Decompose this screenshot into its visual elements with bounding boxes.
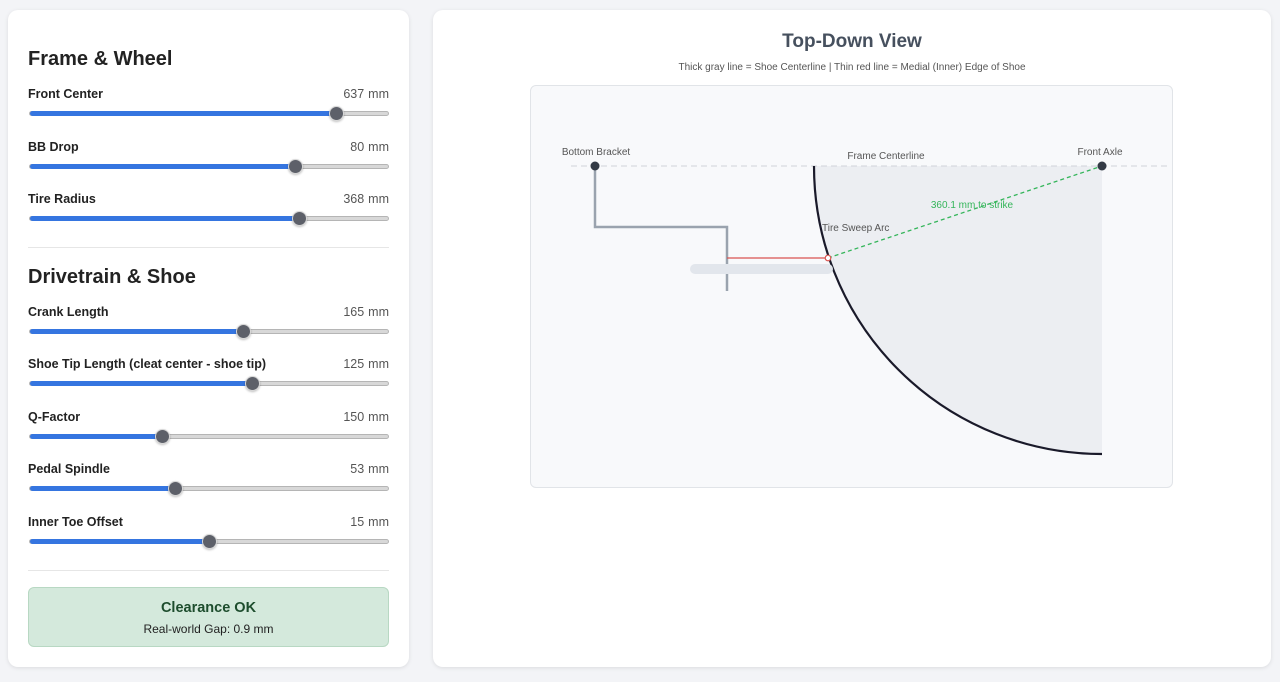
q-factor-value: 150 mm <box>343 410 389 424</box>
pedal-spindle-label: Pedal Spindle <box>28 462 110 476</box>
q-factor-slider[interactable] <box>29 429 389 444</box>
frame-centerline-label: Frame Centerline <box>847 151 925 162</box>
clearance-gap-text: Real-world Gap: 0.9 mm <box>143 622 274 636</box>
tire-radius-slider[interactable] <box>29 211 389 226</box>
crank-length-label: Crank Length <box>28 305 109 319</box>
pedal-spindle-slider-thumb[interactable] <box>167 481 183 496</box>
frame-wheel-heading: Frame & Wheel <box>28 48 173 70</box>
clearance-status-box: Clearance OK Real-world Gap: 0.9 mm <box>28 587 389 647</box>
slider-row-shoe-tip-length: Shoe Tip Length (cleat center - shoe tip… <box>28 356 389 391</box>
slider-row-tire-radius: Tire Radius 368 mm <box>28 191 389 226</box>
strike-distance-label: 360.1 mm to strike <box>931 200 1014 211</box>
inner-toe-offset-slider-thumb[interactable] <box>202 534 217 549</box>
section-divider <box>28 247 389 248</box>
view-panel: Top-Down View Thick gray line = Shoe Cen… <box>433 10 1271 667</box>
front-center-slider[interactable] <box>29 106 389 121</box>
tire-sweep-arc <box>812 165 1103 456</box>
crank-length-slider-thumb[interactable] <box>236 324 251 339</box>
inner-toe-offset-value: 15 mm <box>350 515 389 529</box>
pedal-spindle-value: 53 mm <box>350 462 389 476</box>
diagram-canvas: Bottom Bracket Frame Centerline Front Ax… <box>562 147 1171 456</box>
tire-sweep-area <box>814 166 1102 454</box>
crank-length-slider[interactable] <box>29 324 389 339</box>
strike-distance-line <box>827 165 1103 259</box>
front-center-slider-thumb[interactable] <box>329 106 345 121</box>
inner-toe-offset-label: Inner Toe Offset <box>28 515 123 529</box>
tire-sweep-arc-label: Tire Sweep Arc <box>822 223 889 234</box>
front-axle-point <box>1097 161 1107 171</box>
front-center-value: 637 mm <box>343 87 389 101</box>
bottom-bracket-point <box>590 161 600 171</box>
controls-panel: Frame & Wheel Front Center 637 mm BB Drop… <box>8 10 409 667</box>
bb-drop-label: BB Drop <box>28 140 79 154</box>
tire-radius-value: 368 mm <box>343 192 389 206</box>
shoe-tip-length-label: Shoe Tip Length (cleat center - shoe tip… <box>28 357 266 371</box>
strike-point <box>824 254 832 262</box>
tire-radius-slider-thumb[interactable] <box>291 211 307 226</box>
slider-row-front-center: Front Center 637 mm <box>28 86 389 121</box>
crank-arm-path <box>593 166 729 291</box>
slider-row-inner-toe-offset: Inner Toe Offset 15 mm <box>28 514 389 549</box>
q-factor-slider-thumb[interactable] <box>155 429 171 444</box>
shoe-tip-length-slider[interactable] <box>29 376 389 391</box>
clearance-status-title: Clearance OK <box>160 600 257 616</box>
bb-drop-slider[interactable] <box>29 159 389 174</box>
bb-drop-slider-thumb[interactable] <box>287 159 303 174</box>
slider-row-q-factor: Q-Factor 150 mm <box>28 409 389 444</box>
front-axle-label: Front Axle <box>1077 147 1122 158</box>
section-divider <box>28 570 389 571</box>
q-factor-label: Q-Factor <box>28 410 81 424</box>
shoe-tip-length-slider-thumb[interactable] <box>244 376 260 391</box>
crank-length-value: 165 mm <box>343 305 389 319</box>
slider-row-bb-drop: BB Drop 80 mm <box>28 139 389 174</box>
tire-radius-label: Tire Radius <box>28 192 96 206</box>
shoe-tip-length-value: 125 mm <box>343 357 389 371</box>
slider-row-pedal-spindle: Pedal Spindle 53 mm <box>28 461 389 496</box>
bottom-bracket-label: Bottom Bracket <box>562 147 631 158</box>
view-title: Top-Down View <box>782 31 922 52</box>
slider-row-crank-length: Crank Length 165 mm <box>28 304 389 339</box>
front-center-label: Front Center <box>28 87 103 101</box>
bb-drop-value: 80 mm <box>350 140 389 154</box>
drivetrain-shoe-heading: Drivetrain & Shoe <box>28 266 196 288</box>
inner-toe-offset-slider[interactable] <box>29 534 389 549</box>
pedal-spindle-slider[interactable] <box>29 481 389 496</box>
top-down-diagram: Bottom Bracket Frame Centerline Front Ax… <box>530 85 1173 488</box>
view-legend-text: Thick gray line = Shoe Centerline | Thin… <box>678 62 1026 73</box>
